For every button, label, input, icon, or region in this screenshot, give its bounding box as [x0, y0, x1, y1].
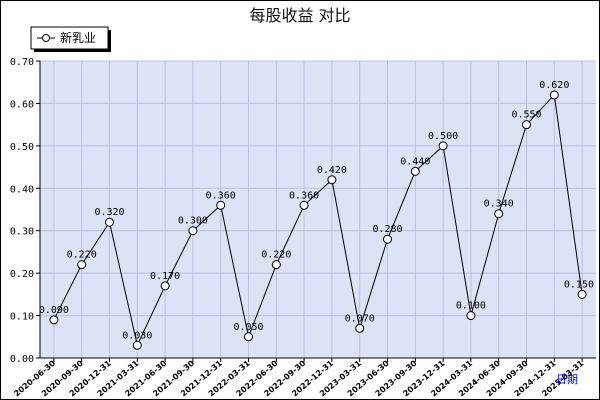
y-tick-label: 0.30: [10, 227, 34, 238]
data-label: 0.100: [456, 301, 486, 312]
data-label: 0.150: [564, 279, 594, 290]
data-point: [327, 175, 337, 185]
data-label: 0.340: [484, 199, 514, 210]
data-point: [132, 340, 142, 350]
data-point: [577, 289, 587, 299]
data-point: [410, 166, 420, 176]
plot-area: 0.000.100.200.300.400.500.600.702020-06-…: [10, 57, 596, 398]
legend-marker-icon: [42, 34, 50, 42]
data-point: [549, 90, 559, 100]
data-label: 0.360: [289, 190, 319, 201]
data-point: [77, 260, 87, 270]
legend-entry-label: 新乳业: [60, 30, 96, 45]
y-tick-label: 0.20: [10, 269, 34, 280]
data-label: 0.420: [317, 165, 347, 176]
y-tick-label: 0.00: [10, 354, 34, 365]
y-tick-label: 0.40: [10, 184, 34, 195]
data-label: 0.070: [345, 313, 375, 324]
data-label: 0.220: [261, 250, 291, 261]
data-point: [244, 332, 253, 342]
data-point: [494, 209, 504, 219]
data-label: 0.030: [122, 330, 152, 341]
data-label: 0.170: [150, 271, 180, 282]
data-point: [271, 260, 281, 270]
data-label: 0.090: [39, 305, 69, 316]
data-label: 0.220: [67, 250, 97, 261]
data-point: [49, 315, 59, 325]
data-point: [466, 311, 476, 321]
x-axis-unit-label: 日期: [556, 373, 578, 386]
data-label: 0.320: [94, 207, 124, 218]
data-point: [522, 120, 531, 130]
plot-background: [40, 61, 596, 358]
data-label: 0.500: [428, 131, 458, 142]
data-label: 0.280: [372, 224, 402, 235]
data-label: 0.440: [400, 156, 430, 167]
data-label: 0.300: [178, 216, 208, 227]
data-point: [438, 141, 448, 151]
data-point: [355, 323, 365, 333]
data-point: [105, 217, 114, 227]
chart-title: 每股收益 对比: [249, 6, 350, 25]
legend: 新乳业: [30, 26, 111, 52]
data-point: [299, 200, 309, 210]
data-label: 0.620: [539, 80, 569, 91]
data-point: [383, 234, 392, 244]
y-tick-label: 0.60: [10, 99, 34, 110]
legend-box: [30, 26, 109, 50]
y-tick-label: 0.50: [10, 142, 34, 153]
data-label: 0.550: [511, 110, 541, 121]
data-label: 0.360: [206, 190, 236, 201]
data-point: [216, 200, 226, 210]
series-line: [53, 93, 583, 347]
data-label: 0.050: [233, 322, 263, 333]
data-point: [188, 226, 198, 236]
y-tick-label: 0.10: [10, 312, 34, 323]
data-point: [160, 281, 170, 291]
y-tick-label: 0.70: [10, 57, 34, 68]
